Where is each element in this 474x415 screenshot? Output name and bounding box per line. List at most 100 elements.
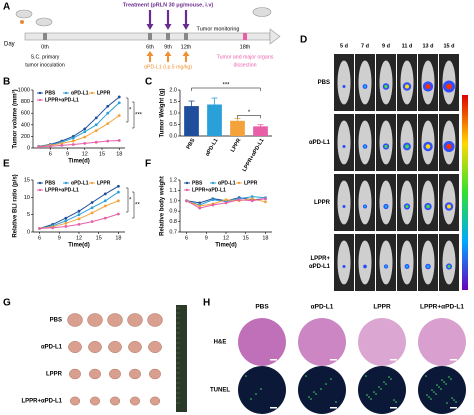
tunel-dot [373, 391, 375, 393]
day-label: 9th [164, 44, 172, 50]
tunel-dot [245, 375, 247, 377]
series-line [38, 96, 120, 147]
mouse-silhouette [358, 240, 372, 285]
data-point [250, 197, 254, 201]
tumor [69, 368, 81, 380]
y-tick-label: 5 [27, 212, 30, 218]
tunel-dot [451, 397, 453, 399]
y-axis-label: Tumor Weight (g) [160, 88, 166, 137]
timeline-arrow [269, 28, 281, 45]
data-point [90, 206, 94, 210]
data-point [77, 213, 81, 217]
tumor [68, 341, 82, 353]
data-point [117, 95, 121, 99]
tunel-dot [431, 389, 433, 391]
tumor [88, 341, 102, 353]
signal-core [384, 205, 388, 208]
y-axis-label: Relative BLI ratio (p/s) [13, 174, 19, 237]
data-point [106, 139, 110, 143]
tunel-dot [443, 381, 445, 383]
signal-core [384, 84, 388, 89]
x-tick-label: 9 [205, 235, 208, 241]
row-label: LPPR [314, 200, 331, 206]
legend-label: αPD-L1 [71, 90, 89, 96]
legend-marker [64, 181, 68, 185]
data-point [250, 199, 254, 203]
tumor [147, 313, 163, 327]
data-point [103, 204, 107, 208]
column-label: 15 d [443, 43, 454, 49]
antibody-arrowhead [164, 51, 172, 56]
tunel-dot [260, 388, 262, 390]
data-point [117, 101, 121, 105]
data-point [224, 198, 228, 202]
tunel-dot [368, 396, 370, 398]
legend-label: αPD-L1 [71, 180, 89, 186]
he-section [298, 318, 346, 366]
tunel-section [418, 366, 466, 414]
y-tick-label: 0.9 [169, 209, 177, 215]
signal-core [405, 265, 409, 268]
y-tick-label: 0.5 [169, 122, 177, 128]
data-point [198, 204, 202, 208]
data-point [103, 199, 107, 203]
scale-bar [450, 359, 457, 361]
mouse-silhouette [358, 180, 372, 225]
tumor [109, 368, 121, 380]
tunel-dot [428, 396, 430, 398]
tumor [67, 313, 83, 327]
tunel-dot [255, 393, 257, 395]
data-point [64, 216, 68, 220]
signal-core [446, 83, 452, 90]
data-point [103, 216, 107, 220]
tunel-dot [366, 394, 368, 396]
x-tick-label: 18 [262, 235, 268, 241]
data-point [48, 144, 52, 148]
legend-marker [64, 91, 68, 95]
tunel-dot [436, 384, 438, 386]
data-point [38, 227, 41, 230]
y-tick-label: 400 [21, 122, 30, 128]
column-label: 9 d [382, 43, 390, 49]
column-label: LPPR+αPD-L1 [420, 304, 464, 311]
series-line [38, 140, 120, 148]
row-label: αPD-L1 [41, 345, 63, 351]
tunel-dot [310, 398, 312, 400]
tunel-dot [395, 401, 397, 403]
x-tick-label: 18 [115, 235, 121, 241]
y-axis-label: Relative body weight [160, 176, 166, 236]
legend-label: LPPR [97, 180, 111, 186]
signal-core [364, 265, 366, 268]
he-section [418, 318, 466, 366]
tumor [129, 396, 141, 406]
y-tick-label: 1.1 [169, 188, 177, 194]
mouse-silhouette [400, 240, 414, 285]
dissection-label: Tumor and major organs [217, 54, 274, 60]
data-point [117, 212, 120, 216]
mouse-icon [15, 9, 33, 19]
y-tick-label: 2.0 [169, 87, 177, 93]
data-point [83, 127, 87, 131]
y-tick-label: 1.0 [169, 110, 177, 116]
timeline-label: Day [4, 42, 15, 48]
data-point [71, 143, 75, 146]
legend-label: PBS [45, 180, 56, 186]
signal-core [426, 204, 430, 209]
significance-bracket [237, 115, 261, 119]
tumor [127, 313, 143, 327]
mouse-icon [35, 17, 53, 27]
data-point [94, 140, 98, 144]
mouse-silhouette [337, 60, 351, 105]
data-point [198, 206, 202, 210]
data-point [94, 123, 98, 127]
he-section [358, 318, 406, 366]
row-label: LPPR+αPD-L1 [21, 399, 62, 405]
signal-core [446, 143, 452, 150]
tunel-dot [305, 375, 307, 377]
day-tick [148, 33, 152, 40]
treatment-arrowhead [164, 24, 172, 30]
data-point [106, 111, 110, 115]
significance-label: * [129, 108, 132, 114]
y-tick-label: 15 [24, 177, 30, 183]
tumor [87, 313, 103, 327]
